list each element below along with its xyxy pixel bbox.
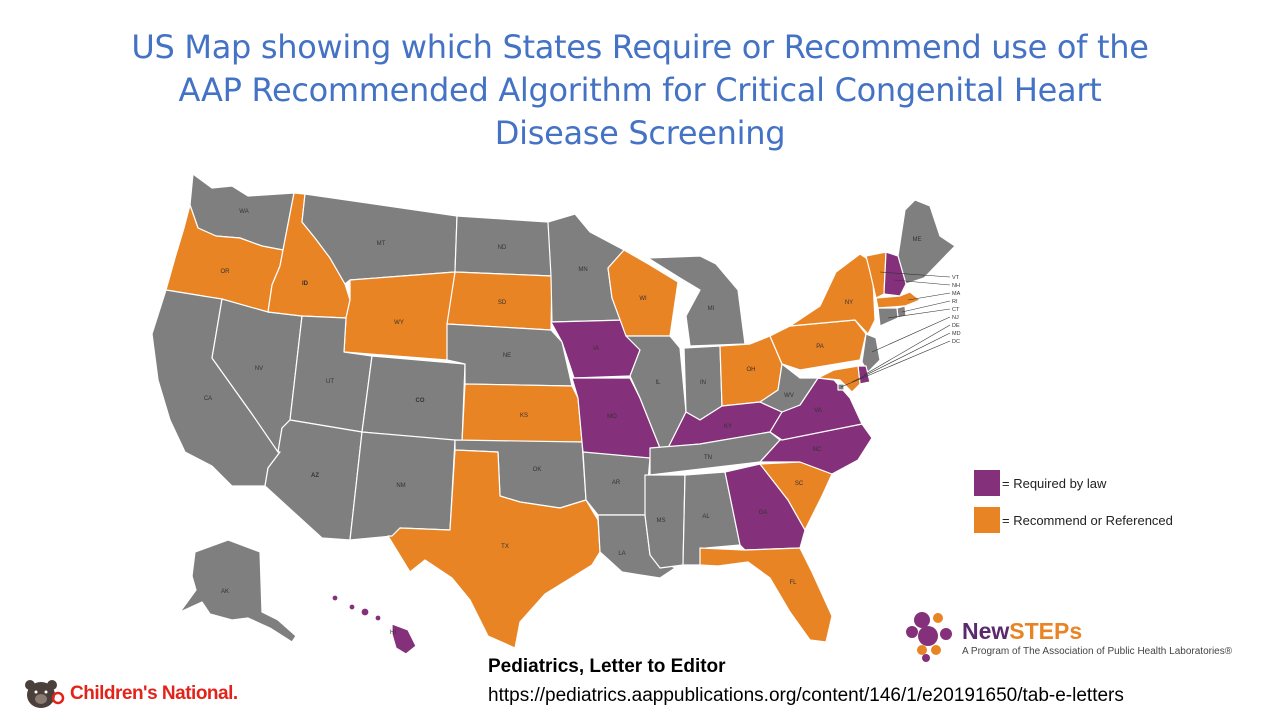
label-AZ: AZ bbox=[311, 473, 319, 479]
label-GA: GA bbox=[759, 510, 768, 516]
label-KS: KS bbox=[520, 413, 528, 419]
state-NH bbox=[883, 251, 907, 297]
newsteps-prefix: New bbox=[962, 618, 1010, 644]
label-MS: MS bbox=[657, 518, 666, 524]
label-UT: UT bbox=[326, 379, 334, 385]
label-AL: AL bbox=[702, 514, 710, 520]
label-NC: NC bbox=[813, 447, 822, 453]
label-HI: HI bbox=[390, 630, 396, 636]
small-state-labels: VT NH MA RI CT NJ DE MD DC bbox=[952, 275, 961, 345]
label-NV: NV bbox=[255, 366, 263, 372]
state-NY bbox=[789, 253, 876, 335]
citation-title: Pediatrics, Letter to Editor bbox=[488, 656, 726, 677]
childrens-national-name: Children's National. bbox=[70, 683, 238, 704]
state-CO bbox=[361, 355, 466, 443]
label-LA: LA bbox=[618, 551, 625, 557]
legend-required-label: = Required by law bbox=[1002, 475, 1107, 491]
legend-recommend-label: = Recommend or Referenced bbox=[1002, 512, 1173, 528]
state-HI bbox=[331, 594, 417, 655]
label-IL: IL bbox=[655, 380, 661, 386]
label-AK: AK bbox=[221, 589, 229, 595]
label-WA: WA bbox=[239, 209, 248, 215]
state-AK bbox=[179, 539, 297, 643]
newsteps-puzzle-icon bbox=[906, 612, 952, 662]
teddy-bear-icon bbox=[25, 680, 65, 708]
title-line-1: US Map showing which States Require or R… bbox=[131, 28, 1149, 66]
label-WY: WY bbox=[394, 320, 404, 326]
state-MD bbox=[817, 365, 861, 393]
label-NJ: NJ bbox=[952, 315, 959, 321]
label-DC: DC bbox=[952, 339, 960, 345]
label-ND: ND bbox=[498, 245, 507, 251]
legend-recommend: = Recommend or Referenced bbox=[974, 507, 1173, 533]
newsteps-name: NewSTEPs bbox=[962, 618, 1082, 645]
label-WI: WI bbox=[639, 296, 647, 302]
label-MI: MI bbox=[708, 306, 715, 312]
label-PA: PA bbox=[816, 344, 824, 350]
label-OH: OH bbox=[747, 367, 756, 373]
label-NY: NY bbox=[845, 300, 853, 306]
label-MO: MO bbox=[607, 414, 617, 420]
label-NE: NE bbox=[503, 353, 511, 359]
label-RI: RI bbox=[952, 299, 958, 305]
label-OR: OR bbox=[221, 269, 231, 275]
state-MI bbox=[647, 255, 746, 347]
citation: Pediatrics, Letter to Editor https://ped… bbox=[488, 654, 1124, 712]
label-FL: FL bbox=[789, 580, 797, 586]
label-IN: IN bbox=[700, 380, 706, 386]
state-FL bbox=[699, 547, 833, 643]
newsteps-tagline: A Program of The Association of Public H… bbox=[962, 646, 1233, 657]
state-WY bbox=[343, 271, 456, 361]
page-title: US Map showing which States Require or R… bbox=[40, 26, 1240, 155]
label-VT: VT bbox=[952, 275, 960, 281]
label-CT: CT bbox=[952, 307, 960, 313]
label-TN: TN bbox=[704, 455, 712, 461]
label-KY: KY bbox=[724, 424, 732, 430]
label-IA: IA bbox=[593, 346, 599, 352]
legend-required-swatch bbox=[974, 470, 1000, 496]
label-MA: MA bbox=[952, 291, 961, 297]
label-CO: CO bbox=[416, 398, 425, 404]
label-VA: VA bbox=[814, 408, 822, 414]
state-TX bbox=[387, 449, 601, 649]
state-NJ bbox=[861, 333, 881, 373]
legend-required: = Required by law bbox=[974, 470, 1106, 496]
label-MD: MD bbox=[952, 331, 961, 337]
label-AR: AR bbox=[612, 480, 621, 486]
state-WI bbox=[607, 249, 679, 337]
label-CA: CA bbox=[204, 396, 212, 402]
label-WV: WV bbox=[784, 393, 794, 399]
state-WV bbox=[759, 363, 819, 413]
state-CT bbox=[877, 307, 899, 327]
label-ME: ME bbox=[913, 237, 922, 243]
childrens-national-logo: Children's National. bbox=[18, 676, 258, 712]
citation-url[interactable]: https://pediatrics.aappublications.org/c… bbox=[488, 685, 1124, 706]
title-line-3: Disease Screening bbox=[494, 114, 786, 152]
label-MN: MN bbox=[578, 267, 587, 273]
label-NM: NM bbox=[396, 483, 405, 489]
label-TX: TX bbox=[501, 544, 509, 550]
label-SC: SC bbox=[795, 481, 804, 487]
label-DE: DE bbox=[952, 323, 960, 329]
state-labels: WA OR CA NV ID MT WY UT AZ CO NM ND SD N… bbox=[204, 209, 922, 636]
state-PA bbox=[769, 319, 867, 371]
northeast-leader-lines bbox=[840, 271, 951, 388]
label-ID: ID bbox=[302, 281, 309, 287]
state-VT bbox=[865, 251, 887, 299]
label-SD: SD bbox=[498, 300, 507, 306]
title-line-2: AAP Recommended Algorithm for Critical C… bbox=[178, 71, 1102, 109]
label-OK: OK bbox=[533, 467, 542, 473]
state-ME bbox=[897, 199, 956, 285]
label-MT: MT bbox=[377, 241, 386, 247]
legend-recommend-swatch bbox=[974, 507, 1000, 533]
label-NH: NH bbox=[952, 283, 960, 289]
newsteps-logo: NewSTEPs A Program of The Association of… bbox=[900, 606, 1260, 666]
newsteps-suffix: STEPs bbox=[1009, 618, 1083, 644]
